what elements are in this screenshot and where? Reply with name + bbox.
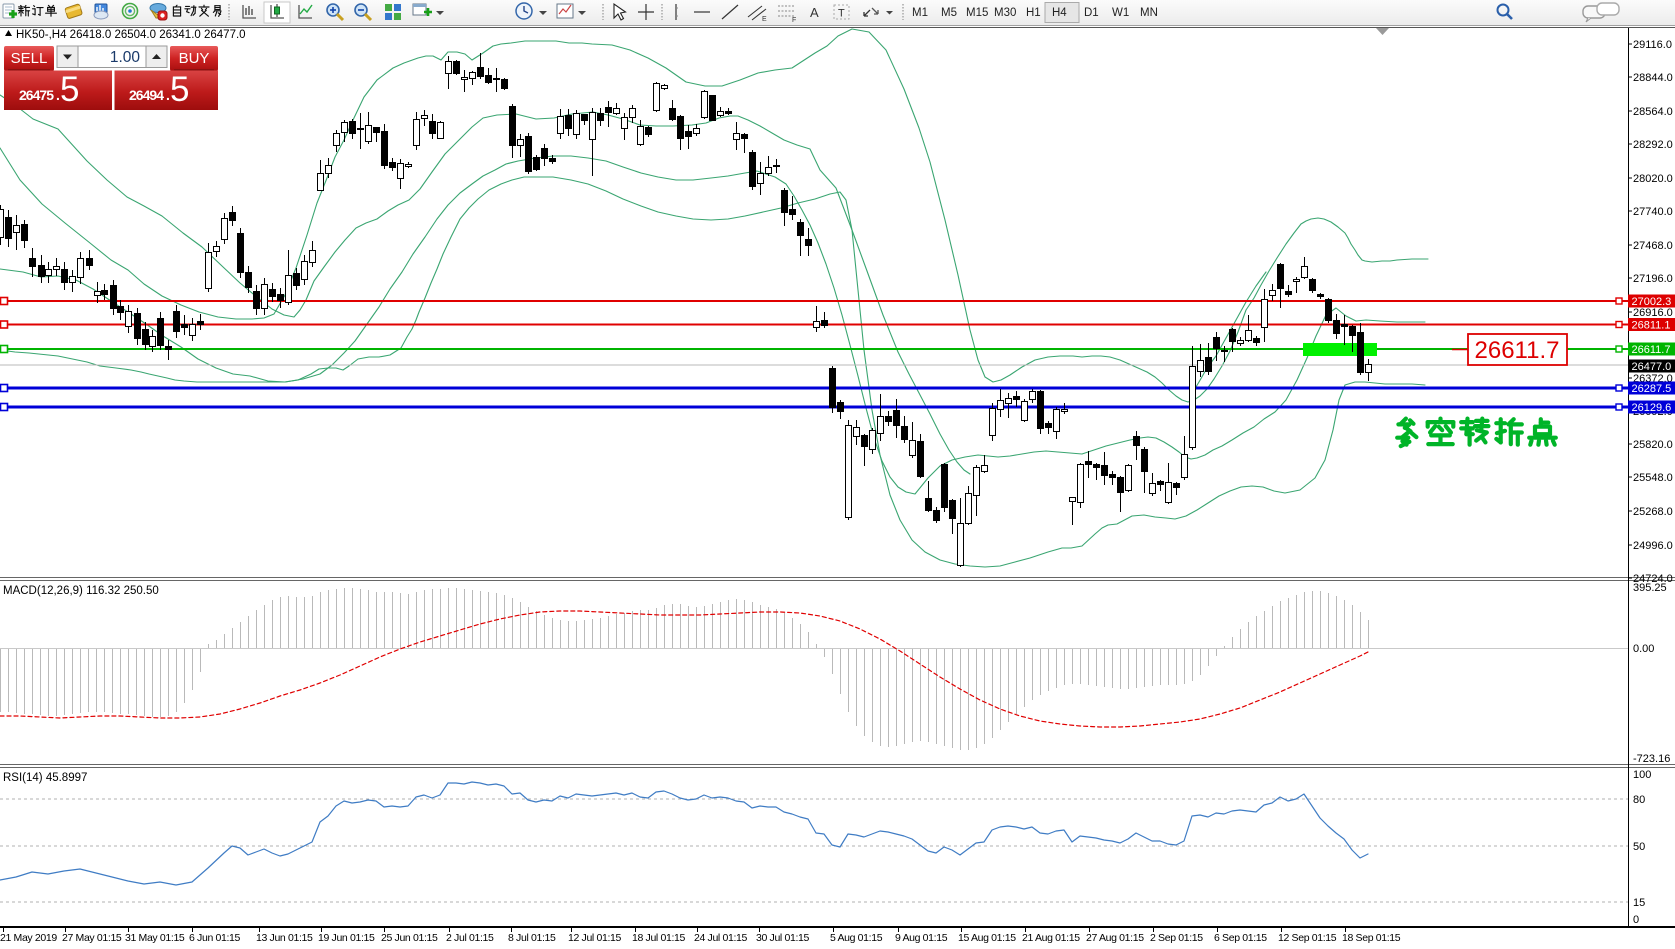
svg-text:27 Aug 01:15: 27 Aug 01:15	[1086, 932, 1144, 944]
svg-text:28844.0: 28844.0	[1633, 72, 1673, 84]
svg-text:395.25: 395.25	[1633, 582, 1667, 594]
svg-text:6 Sep 01:15: 6 Sep 01:15	[1214, 932, 1267, 944]
svg-text:5: 5	[170, 70, 189, 109]
svg-text:26129.6: 26129.6	[1632, 402, 1672, 414]
svg-text:-723.16: -723.16	[1633, 753, 1670, 765]
svg-text:M15: M15	[966, 7, 988, 19]
svg-text:T: T	[838, 8, 845, 20]
svg-text:MN: MN	[1140, 7, 1158, 19]
svg-text:M1: M1	[912, 7, 928, 19]
svg-text:E: E	[762, 16, 767, 23]
svg-text:21 May 2019: 21 May 2019	[0, 932, 57, 944]
svg-text:29116.0: 29116.0	[1633, 39, 1672, 51]
svg-text:26811.1: 26811.1	[1632, 320, 1671, 332]
svg-text:30 Jul 01:15: 30 Jul 01:15	[756, 932, 810, 944]
svg-text:24724.0: 24724.0	[1633, 573, 1673, 585]
svg-text:26611.7: 26611.7	[1475, 337, 1560, 364]
svg-text:HK50-,H4 26418.0 26504.0 2634: HK50-,H4 26418.0 26504.0 26341.0 26477.0	[16, 29, 246, 41]
svg-text:28020.0: 28020.0	[1633, 173, 1673, 185]
svg-text:6 Jun 01:15: 6 Jun 01:15	[189, 932, 241, 944]
svg-text:5 Aug 01:15: 5 Aug 01:15	[830, 932, 883, 944]
svg-text:M30: M30	[994, 7, 1016, 19]
svg-text:8 Jul 01:15: 8 Jul 01:15	[508, 932, 556, 944]
svg-text:15 Aug 01:15: 15 Aug 01:15	[958, 932, 1016, 944]
svg-text:A: A	[810, 5, 819, 20]
svg-text:28564.0: 28564.0	[1633, 106, 1673, 118]
svg-text:25268.0: 25268.0	[1633, 506, 1673, 518]
svg-text:0.00: 0.00	[1633, 643, 1654, 655]
svg-text:5: 5	[60, 70, 79, 109]
svg-text:100: 100	[1633, 769, 1651, 781]
svg-text:27740.0: 27740.0	[1633, 206, 1673, 218]
svg-text:26916.0: 26916.0	[1633, 307, 1673, 319]
svg-text:26611.7: 26611.7	[1632, 344, 1671, 356]
svg-text:26494: 26494	[129, 87, 164, 103]
svg-text:2 Sep 01:15: 2 Sep 01:15	[1150, 932, 1203, 944]
svg-text:SELL: SELL	[11, 50, 48, 67]
svg-text:21 Aug 01:15: 21 Aug 01:15	[1022, 932, 1080, 944]
svg-text:31 May 01:15: 31 May 01:15	[125, 932, 185, 944]
svg-text:D1: D1	[1084, 7, 1099, 19]
svg-text:0: 0	[1633, 914, 1639, 926]
svg-text:50: 50	[1633, 841, 1645, 853]
svg-text:80: 80	[1633, 794, 1645, 806]
svg-text:26477.0: 26477.0	[1632, 361, 1672, 373]
svg-text:27196.0: 27196.0	[1633, 273, 1673, 285]
svg-text:25820.0: 25820.0	[1633, 439, 1673, 451]
svg-text:12 Sep 01:15: 12 Sep 01:15	[1278, 932, 1337, 944]
svg-text:.: .	[166, 87, 170, 103]
svg-text:26287.5: 26287.5	[1632, 383, 1672, 395]
svg-text:27002.3: 27002.3	[1632, 296, 1672, 308]
svg-text:12 Jul 01:15: 12 Jul 01:15	[568, 932, 622, 944]
svg-text:25548.0: 25548.0	[1633, 472, 1673, 484]
svg-text:BUY: BUY	[179, 50, 210, 67]
svg-text:H4: H4	[1052, 7, 1067, 19]
svg-text:H1: H1	[1026, 7, 1041, 19]
svg-text:9 Aug 01:15: 9 Aug 01:15	[895, 932, 948, 944]
svg-text:24 Jul 01:15: 24 Jul 01:15	[694, 932, 748, 944]
svg-text:26475: 26475	[19, 87, 54, 103]
svg-text:15: 15	[1633, 897, 1645, 909]
svg-text:MACD(12,26,9) 116.32 250.50: MACD(12,26,9) 116.32 250.50	[3, 585, 159, 597]
svg-text:13 Jun 01:15: 13 Jun 01:15	[256, 932, 313, 944]
svg-text:RSI(14) 45.8997: RSI(14) 45.8997	[3, 772, 87, 784]
svg-text:19 Jun 01:15: 19 Jun 01:15	[318, 932, 375, 944]
svg-text:1.00: 1.00	[110, 49, 141, 66]
svg-text:.: .	[56, 87, 60, 103]
svg-text:M5: M5	[941, 7, 957, 19]
svg-text:W1: W1	[1112, 7, 1129, 19]
svg-text:25 Jun 01:15: 25 Jun 01:15	[381, 932, 438, 944]
svg-text:18 Jul 01:15: 18 Jul 01:15	[632, 932, 686, 944]
svg-text:28292.0: 28292.0	[1633, 139, 1673, 151]
svg-text:27468.0: 27468.0	[1633, 240, 1673, 252]
svg-text:24996.0: 24996.0	[1633, 540, 1673, 552]
svg-text:2 Jul 01:15: 2 Jul 01:15	[446, 932, 494, 944]
svg-text:F: F	[792, 17, 796, 24]
svg-text:27 May 01:15: 27 May 01:15	[62, 932, 122, 944]
svg-text:18 Sep 01:15: 18 Sep 01:15	[1342, 932, 1401, 944]
